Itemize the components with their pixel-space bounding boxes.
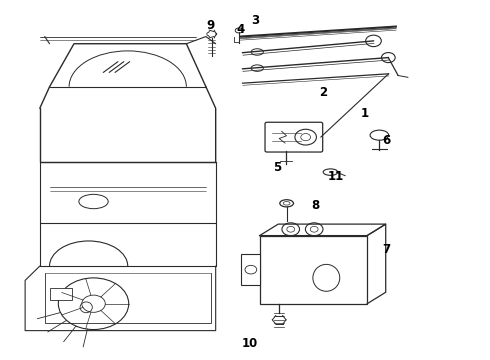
Text: 3: 3 bbox=[251, 14, 259, 27]
Bar bbox=[260, 235, 367, 304]
Text: 10: 10 bbox=[242, 337, 258, 350]
Text: 9: 9 bbox=[207, 19, 215, 32]
Bar bbox=[241, 254, 260, 285]
Text: 5: 5 bbox=[272, 161, 281, 174]
Text: 7: 7 bbox=[383, 243, 391, 256]
Text: 2: 2 bbox=[319, 86, 327, 99]
Text: 6: 6 bbox=[383, 134, 391, 147]
FancyBboxPatch shape bbox=[265, 122, 323, 152]
Text: 11: 11 bbox=[327, 170, 343, 183]
Bar bbox=[49, 288, 72, 300]
Text: 4: 4 bbox=[236, 23, 244, 36]
Text: 1: 1 bbox=[361, 107, 369, 120]
Text: 8: 8 bbox=[312, 199, 320, 212]
